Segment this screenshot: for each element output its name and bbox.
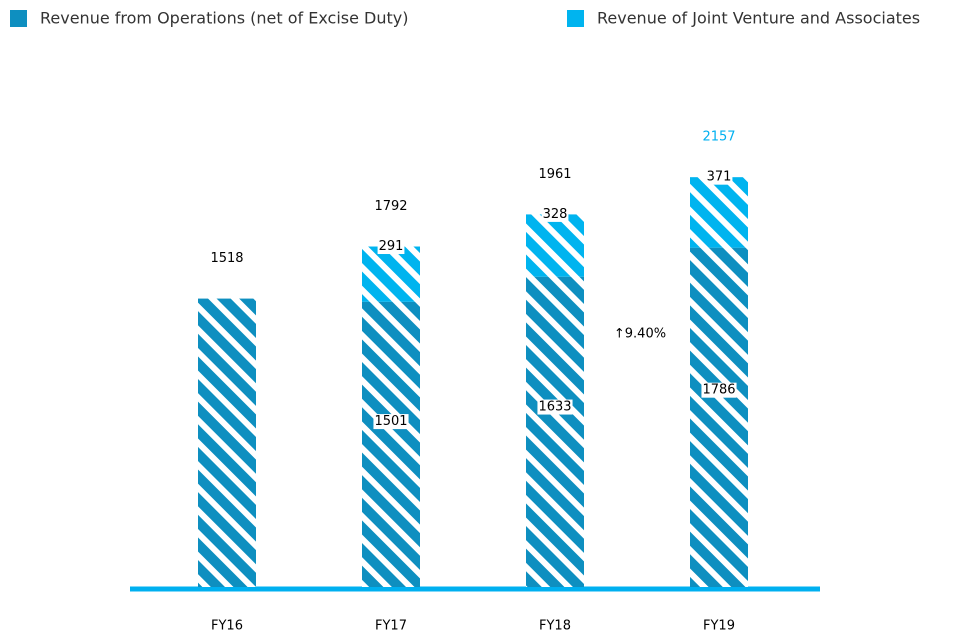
legend-label: Revenue from Operations (net of Excise D… [40, 9, 408, 28]
x-tick-label: FY18 [539, 619, 571, 634]
value-label: 291 [379, 239, 404, 254]
legend-swatch [10, 10, 27, 27]
legend-swatch [567, 10, 584, 27]
value-label-bg [541, 206, 569, 222]
value-label: 1501 [374, 414, 407, 429]
total-label: 1792 [374, 199, 407, 214]
bar-segment [526, 276, 584, 587]
annotation: ↑9.40% [614, 327, 666, 342]
bar-segment [362, 246, 420, 302]
value-label: 1633 [538, 400, 571, 415]
total-label: 2157 [702, 130, 735, 145]
bar-segment [198, 298, 256, 587]
total-label: 1518 [210, 251, 243, 266]
total-label: 1961 [538, 167, 571, 182]
value-label-bg [705, 169, 733, 185]
bar-segment [690, 177, 748, 248]
value-label-bg [701, 382, 737, 398]
value-label: 1786 [702, 383, 735, 398]
value-label-bg [373, 414, 409, 430]
x-tick-label: FY17 [375, 619, 407, 634]
value-label-bg [377, 239, 405, 255]
value-label-bg [537, 399, 573, 415]
bar-segment [526, 214, 584, 277]
x-tick-label: FY16 [211, 619, 243, 634]
bar-segment [362, 301, 420, 587]
legend-label: Revenue of Joint Venture and Associates [597, 9, 920, 28]
x-tick-label: FY19 [703, 619, 735, 634]
bar-segment [690, 247, 748, 587]
value-label: 371 [707, 170, 732, 185]
value-label: 328 [543, 207, 568, 222]
